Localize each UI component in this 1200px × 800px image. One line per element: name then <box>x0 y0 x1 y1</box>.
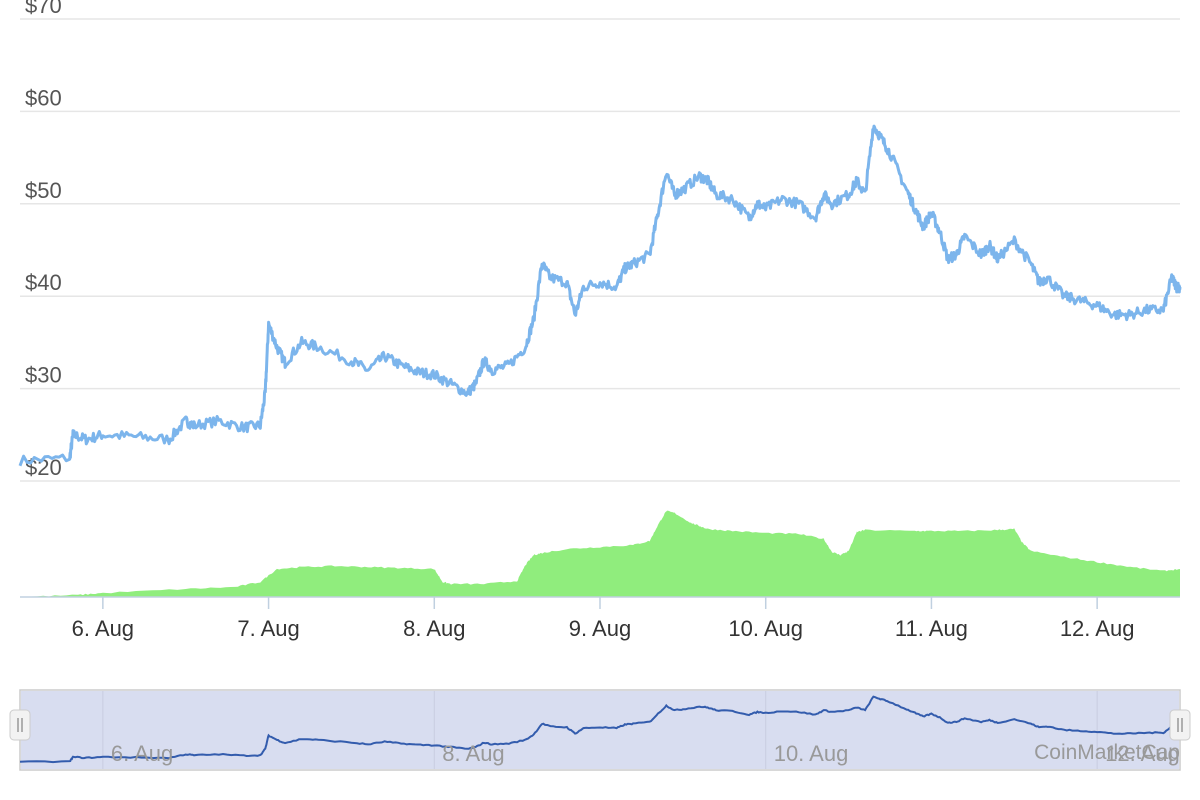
x-tick-label: 8. Aug <box>403 616 465 641</box>
y-tick-label: $30 <box>25 363 62 388</box>
navigator-line <box>19 695 1181 764</box>
navigator-tick-label: 8. Aug <box>442 741 504 766</box>
chart-credit[interactable]: CoinMarketCap <box>1034 741 1180 764</box>
navigator-tick-label: 6. Aug <box>111 741 173 766</box>
price-line-series <box>18 124 1182 467</box>
y-axis-ticks: $20$30$40$50$60$70 <box>25 0 62 480</box>
x-tick-label: 10. Aug <box>728 616 803 641</box>
x-tick-label: 7. Aug <box>237 616 299 641</box>
y-tick-label: $70 <box>25 0 62 18</box>
navigator-left-handle[interactable] <box>9 709 31 741</box>
navigator-ticks: 6. Aug 8. Aug 10. Aug 12. Aug <box>111 741 1180 766</box>
grid-lines <box>20 18 1180 482</box>
x-axis-ticks: 6. Aug 7. Aug 8. Aug 9. Aug 10. Aug 11. Aug 12… <box>72 597 1135 641</box>
y-tick-label: $50 <box>25 178 62 203</box>
navigator-right-handle[interactable] <box>1169 709 1191 741</box>
y-tick-label: $60 <box>25 85 62 110</box>
navigator-tick-label: 10. Aug <box>774 741 849 766</box>
navigator[interactable]: 6. Aug 8. Aug 10. Aug 12. Aug CoinMarketCap <box>9 689 1191 771</box>
x-tick-label: 6. Aug <box>72 616 134 641</box>
x-tick-label: 9. Aug <box>569 616 631 641</box>
navigator-mask <box>21 691 1179 769</box>
x-tick-label: 11. Aug <box>895 616 968 641</box>
navigator-tick-label: 12. Aug <box>1105 741 1180 766</box>
y-tick-label: $40 <box>25 270 62 295</box>
x-tick-label: 12. Aug <box>1060 616 1135 641</box>
volume-area-series <box>20 510 1180 597</box>
